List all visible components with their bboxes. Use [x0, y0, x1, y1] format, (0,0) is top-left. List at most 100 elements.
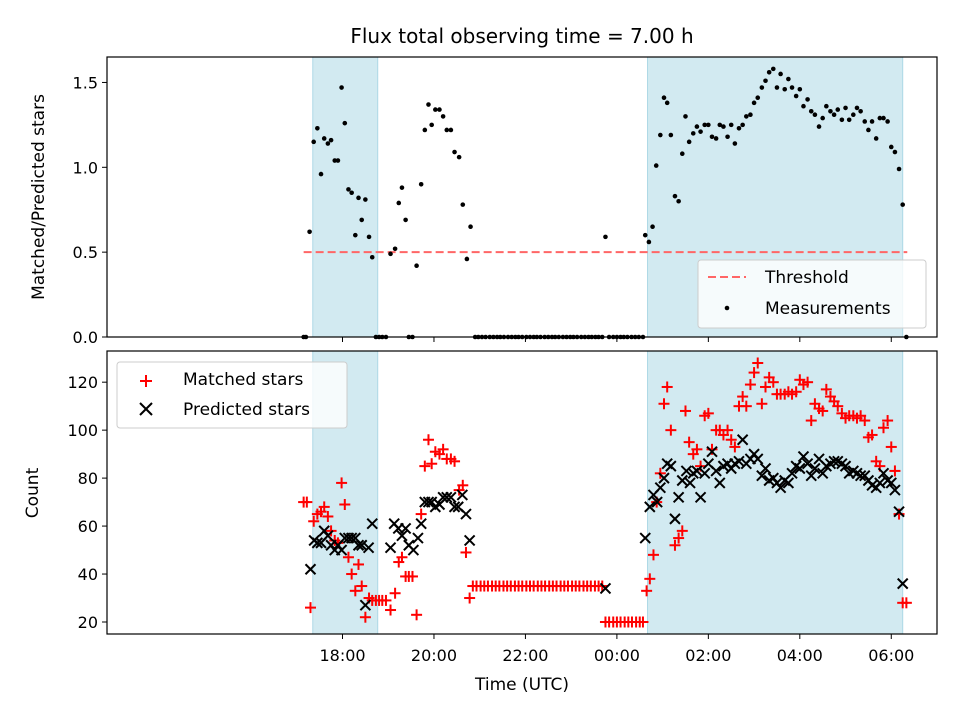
predicted-star-marker: [654, 481, 667, 494]
top-plot-frame: [106, 56, 938, 338]
matched-star-marker: [356, 580, 368, 592]
predicted-star-marker: [794, 462, 806, 475]
measurement-point: [664, 100, 670, 106]
measurement-point: [318, 171, 324, 177]
measurement-point: [429, 122, 434, 128]
shaded-window-bottom-1: [647, 350, 904, 635]
matched-star-marker: [679, 405, 691, 417]
matched-star-marker: [637, 616, 649, 628]
predicted-star-marker: [412, 532, 424, 544]
predicted-star-marker: [684, 477, 696, 489]
predicted-star-marker: [828, 455, 840, 468]
matched-star-marker: [817, 405, 829, 417]
measurement-point: [881, 115, 886, 121]
measurement-point: [786, 76, 791, 82]
measurement-point: [315, 125, 320, 131]
x-tick-label: 06:00: [868, 646, 914, 665]
matched-star-marker: [665, 424, 677, 436]
matched-star-marker: [449, 455, 461, 467]
measurement-point: [888, 144, 894, 150]
measurement-point: [748, 112, 753, 117]
matched-star-marker: [729, 441, 741, 453]
predicted-star-marker: [639, 532, 651, 544]
matched-star-marker: [702, 407, 714, 419]
matched-star-marker: [647, 549, 659, 561]
measurement-point: [672, 193, 678, 199]
measurement-point: [702, 122, 707, 128]
matched-star-marker: [756, 398, 768, 410]
predicted-star-marker: [809, 462, 821, 475]
measurement-point: [335, 158, 341, 163]
measurement-point: [763, 78, 768, 84]
top-legend-box: [697, 259, 927, 329]
measurement-point: [464, 256, 470, 262]
measurement-point: [668, 132, 674, 138]
measurement-point: [728, 122, 734, 128]
measurement-point: [854, 105, 860, 111]
measurement-point: [440, 114, 446, 119]
predicted-star-marker: [448, 501, 461, 513]
matched-star-marker: [877, 422, 889, 434]
measurement-point: [388, 251, 393, 257]
matched-star-marker: [802, 376, 814, 388]
bottom-y-axis-label: Count: [23, 467, 43, 518]
top-legend: Threshold Measurements: [697, 259, 927, 329]
measurement-point: [433, 107, 438, 112]
matched-star-marker: [866, 429, 878, 441]
measurement-point: [363, 197, 368, 202]
predicted-star-marker: [362, 541, 375, 554]
matched-star-marker: [396, 551, 408, 563]
predicted-star-marker: [322, 529, 334, 542]
measurement-point: [835, 107, 841, 112]
predicted-star-marker: [710, 465, 722, 477]
measurement-point: [755, 95, 761, 101]
measurement-point: [456, 154, 462, 160]
predicted-star-marker: [885, 477, 897, 489]
measurement-point: [866, 127, 871, 133]
bottom-y-tick-label: 120: [67, 373, 98, 392]
matched-star-marker: [882, 415, 894, 427]
matched-star-marker: [859, 415, 871, 427]
predicted-legend-swatch: [139, 402, 153, 416]
predicted-star-marker: [759, 462, 772, 475]
measurement-point: [766, 69, 772, 75]
matched-star-marker: [641, 585, 653, 597]
matched-star-marker: [820, 383, 832, 395]
predicted-star-marker: [854, 470, 867, 482]
measurements-legend-label: Measurements: [765, 299, 891, 319]
matched-legend-swatch: [140, 375, 152, 387]
measurement-point: [828, 109, 833, 114]
matched-star-marker: [644, 573, 656, 585]
matched-star-marker: [406, 570, 418, 582]
matched-star-marker: [790, 386, 802, 398]
bottom-y-tick-label: 60: [78, 517, 98, 536]
measurement-point: [403, 217, 408, 223]
predicted-star-marker: [893, 505, 905, 518]
predicted-star-marker: [665, 460, 677, 472]
predicted-star-marker: [691, 465, 703, 477]
matched-star-marker: [737, 391, 749, 403]
bottom-y-tick-label: 80: [78, 469, 98, 488]
measurement-point: [709, 134, 715, 140]
measurement-point: [422, 127, 428, 133]
measurement-point: [661, 95, 667, 101]
measurement-point: [683, 114, 688, 119]
predicted-star-marker: [706, 446, 718, 458]
matched-star-marker: [415, 508, 427, 520]
measurement-point: [690, 131, 696, 136]
matched-star-marker: [301, 496, 313, 508]
measurement-point: [339, 85, 344, 90]
predicted-star-marker: [877, 467, 890, 480]
measurement-point: [721, 124, 726, 129]
measurement-point: [885, 119, 890, 124]
measurement-point: [824, 103, 829, 109]
measurement-point: [444, 127, 450, 133]
measurement-point: [392, 246, 398, 252]
predicted-star-marker: [680, 465, 693, 477]
matched-star-marker: [744, 379, 756, 391]
measurement-point: [846, 117, 852, 123]
measurement-point: [452, 149, 457, 155]
matched-star-marker: [725, 434, 737, 446]
measurement-point: [460, 202, 466, 207]
predicted-star-marker: [669, 513, 681, 525]
